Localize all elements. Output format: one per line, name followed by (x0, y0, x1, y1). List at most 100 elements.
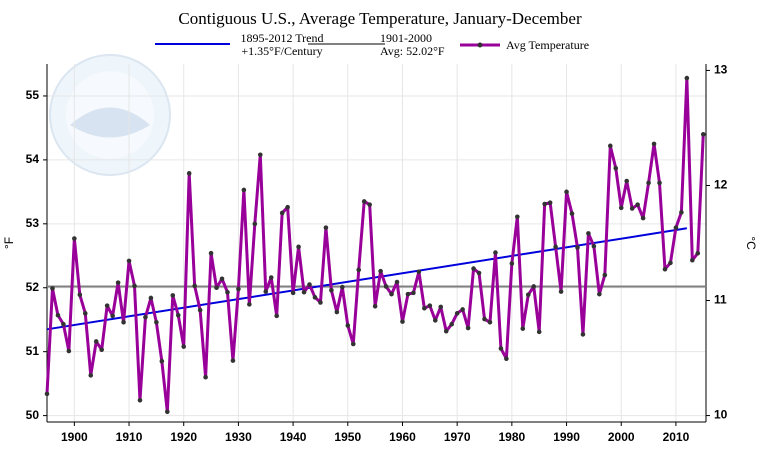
data-point (159, 358, 165, 364)
data-point (247, 302, 252, 307)
data-point (50, 286, 55, 291)
legend-label: +1.35°F/Century (241, 44, 322, 58)
data-point (170, 293, 176, 298)
data-point (219, 276, 225, 282)
data-point (624, 178, 630, 184)
data-point (690, 257, 695, 263)
trend-line (46, 227, 688, 331)
data-point (225, 289, 230, 295)
data-point (61, 321, 66, 327)
data-point (99, 347, 104, 353)
y2-tick-label: 10 (714, 408, 728, 422)
data-point (597, 291, 602, 297)
x-tick-label: 1960 (389, 430, 416, 444)
x-tick-label: 1920 (170, 430, 197, 444)
data-point (405, 291, 411, 297)
data-point (564, 189, 569, 195)
data-point (186, 171, 192, 176)
data-point (367, 202, 372, 207)
noaa-logo (49, 54, 171, 176)
data-point (88, 373, 94, 378)
y-tick-label: 54 (26, 152, 40, 166)
x-tick-label: 2000 (608, 430, 635, 444)
legend-label: Avg Temperature (506, 38, 589, 52)
legend-label: Avg: 52.02°F (380, 44, 445, 58)
data-point (673, 225, 679, 230)
x-tick-label: 2010 (663, 430, 690, 444)
data-point (372, 303, 378, 309)
data-point (236, 286, 241, 292)
data-point (378, 268, 383, 274)
data-point (443, 328, 449, 334)
data-point (230, 358, 236, 363)
data-point (449, 321, 454, 327)
data-point (394, 279, 400, 285)
data-point (312, 295, 318, 300)
data-point (143, 314, 148, 320)
data-point (361, 199, 367, 204)
data-point (515, 214, 520, 220)
data-point (657, 180, 662, 186)
x-tick-label: 1980 (499, 430, 526, 444)
data-point (154, 319, 159, 325)
data-point (241, 187, 247, 193)
data-point (504, 356, 509, 362)
data-point (329, 288, 334, 293)
y2-tick-label: 11 (714, 293, 727, 307)
data-point (651, 141, 657, 147)
data-point (422, 305, 427, 311)
data-point (553, 244, 558, 250)
data-point (400, 319, 405, 324)
data-point (618, 205, 624, 211)
x-tick-label: 1930 (225, 430, 252, 444)
y2-axis-label: °C (744, 236, 758, 250)
data-point (602, 272, 608, 278)
data-point (93, 339, 99, 344)
data-point (301, 289, 307, 295)
data-point (389, 291, 394, 297)
data-point (465, 325, 471, 331)
data-point (55, 312, 61, 318)
data-point (356, 267, 362, 273)
data-point (476, 270, 482, 276)
y2-tick-label: 13 (714, 63, 728, 77)
data-point (487, 319, 493, 325)
data-point (137, 397, 143, 403)
data-point (509, 261, 515, 266)
data-point (257, 152, 263, 158)
x-tick-label: 1970 (444, 430, 471, 444)
data-point (121, 319, 126, 325)
y-tick-label: 55 (26, 88, 40, 102)
data-point (520, 326, 526, 331)
data-point (383, 284, 389, 289)
data-point (307, 282, 312, 287)
data-point (132, 283, 137, 289)
data-point (340, 284, 345, 290)
data-point (104, 303, 110, 308)
x-tick-label: 1940 (280, 430, 307, 444)
data-point (110, 313, 115, 319)
data-point (536, 329, 542, 335)
data-point (77, 292, 83, 298)
data-point (296, 244, 301, 250)
x-tick-label: 1900 (61, 430, 88, 444)
data-point (498, 346, 504, 351)
data-point (542, 201, 547, 207)
data-point (115, 280, 121, 285)
data-point (471, 266, 476, 271)
data-point (531, 284, 537, 289)
x-tick-label: 1950 (334, 430, 361, 444)
legend-label: 1895-2012 Trend (240, 31, 323, 45)
data-point (569, 211, 575, 216)
data-point (607, 143, 613, 149)
y-axis-label: °F (2, 237, 16, 249)
data-point (547, 200, 553, 206)
data-point (148, 295, 154, 301)
data-point (558, 289, 564, 294)
data-point (432, 318, 438, 323)
data-point (290, 290, 296, 296)
data-point (525, 292, 531, 298)
data-point (700, 132, 706, 137)
data-point (175, 312, 181, 318)
